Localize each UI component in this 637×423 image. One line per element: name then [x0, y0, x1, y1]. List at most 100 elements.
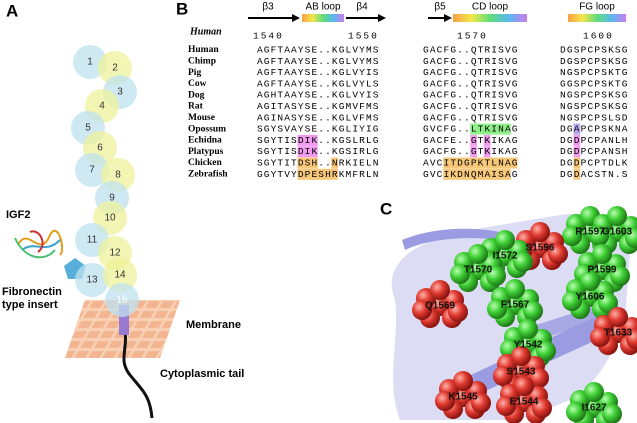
- species: Pig: [188, 68, 201, 78]
- species: Platypus: [188, 147, 224, 157]
- species: Human: [188, 45, 219, 55]
- atom-sphere: [529, 368, 549, 388]
- domain-number: 11: [87, 235, 98, 246]
- position-number: 1550: [348, 31, 379, 42]
- sequence: DGSPCPSKSG: [560, 45, 628, 56]
- sequence: AGITASYSE..KGMVFMS: [257, 101, 379, 112]
- atom-sphere: [448, 302, 468, 322]
- highlight: [483, 146, 491, 158]
- label: Fibronectin type insert: [2, 286, 62, 311]
- sequence: SGYTISDIK..KGSLRLG: [257, 135, 379, 146]
- residue-label: I1627: [581, 403, 606, 414]
- sequence: GACFG..QTRISVG: [423, 56, 518, 67]
- atom-sphere: [505, 279, 525, 299]
- atom-sphere: [548, 244, 568, 264]
- panel-label: B: [176, 0, 188, 18]
- residue-label: S1543: [507, 367, 536, 378]
- structure-label: β3: [262, 2, 274, 13]
- atom-sphere: [514, 376, 534, 396]
- structure-label: β4: [356, 2, 368, 13]
- atom-sphere: [412, 300, 432, 320]
- cytoplasmic-tail: [122, 329, 154, 419]
- residue-label: S1596: [526, 243, 555, 254]
- species: Echidna: [188, 136, 222, 146]
- atom-sphere: [496, 396, 516, 416]
- label: IGF2: [6, 209, 30, 221]
- sequence: GACFG..QTRISVG: [423, 45, 518, 56]
- atom-sphere: [513, 252, 533, 272]
- species: Opossum: [188, 124, 226, 134]
- atom-sphere: [562, 226, 582, 246]
- label: Membrane: [186, 319, 241, 331]
- atom-sphere: [589, 226, 609, 246]
- highlight: [297, 157, 318, 169]
- sequence: AGINASYSE..KGLVFMS: [257, 112, 379, 123]
- sequence: NGSPCPSKTG: [560, 67, 628, 78]
- residue-label: G1603: [602, 227, 632, 238]
- panel-label: A: [6, 1, 18, 20]
- atom-sphere: [626, 329, 637, 349]
- sequence: DGDPCPTDLK: [560, 158, 628, 169]
- domain-number: 14: [114, 270, 126, 281]
- atom-sphere: [602, 404, 622, 423]
- atom-sphere: [592, 244, 612, 264]
- atom-sphere: [562, 291, 582, 311]
- atom-sphere: [584, 382, 604, 402]
- highlight: [443, 168, 511, 180]
- residue-label: Y1542: [514, 340, 543, 351]
- domain-number: 1: [87, 57, 93, 68]
- residue-label: Y1606: [576, 292, 605, 303]
- highlight: [470, 134, 477, 146]
- structure-label: AB loop: [305, 2, 340, 13]
- domain-number: 4: [99, 101, 105, 112]
- label: Cytoplasmic tail: [160, 368, 244, 380]
- domain-number: 15: [116, 295, 128, 306]
- domain-number: 9: [109, 193, 115, 204]
- atom-sphere: [471, 393, 491, 413]
- sequence: NGSPCPSKSG: [560, 90, 628, 101]
- domain: [75, 263, 109, 297]
- position-number: 1600: [583, 31, 614, 42]
- highlight: [573, 134, 581, 146]
- sequence: AGHTAAYSE..KGLVYIS: [257, 90, 379, 101]
- domain: [103, 258, 137, 292]
- domain-number: 7: [89, 165, 95, 176]
- sequence: GACFG..QTRISVG: [423, 67, 518, 78]
- sequence: NGSPCPSLSD: [560, 112, 628, 123]
- sequence: GACFE..GTKIKAG: [423, 135, 518, 146]
- atom-sphere: [450, 264, 470, 284]
- atom-sphere: [453, 371, 473, 391]
- atom-sphere: [487, 299, 507, 319]
- residue-label: T1570: [464, 265, 493, 276]
- position-number: 1540: [253, 31, 284, 42]
- position-number: 1570: [457, 31, 488, 42]
- residue-label: P1599: [588, 265, 617, 276]
- highlight: [297, 168, 338, 180]
- alignment: 1540 1550 1570 1600 Human AGFTAAYSE..KGLVYMS G…: [188, 31, 628, 180]
- sequence: AGFTAAYSE..KGLVYIS: [257, 67, 379, 78]
- atom-sphere: [468, 244, 488, 264]
- atom-sphere: [536, 341, 556, 361]
- domain-number: 5: [85, 123, 91, 134]
- sequence: GACFG..GTKIKAG: [423, 146, 518, 157]
- atom-sphere: [590, 327, 610, 347]
- sequence: GACFG..QTRISVG: [423, 101, 518, 112]
- structure-label: β5: [434, 2, 446, 13]
- highlight: [573, 146, 581, 158]
- sequence: GACFG..QTRISVG: [423, 112, 518, 123]
- secondary-structure: [248, 14, 626, 22]
- sequence: GACFG..QTRISVG: [423, 78, 518, 89]
- sequence: DGDACSTN.S: [560, 169, 628, 180]
- highlight: [573, 168, 581, 180]
- atom-sphere: [486, 266, 506, 286]
- reference-species: Human: [189, 26, 222, 37]
- sequence: GVCFG..LTKINAG: [423, 124, 518, 135]
- highlight: [573, 157, 581, 169]
- igf2-structure: [14, 230, 64, 259]
- sequence: AGFTAAYSE..KGLVYMS: [257, 45, 379, 56]
- sequence: DGDPCPANLH: [560, 135, 628, 146]
- atom-sphere: [435, 391, 455, 411]
- residue-label: E1544: [510, 397, 539, 408]
